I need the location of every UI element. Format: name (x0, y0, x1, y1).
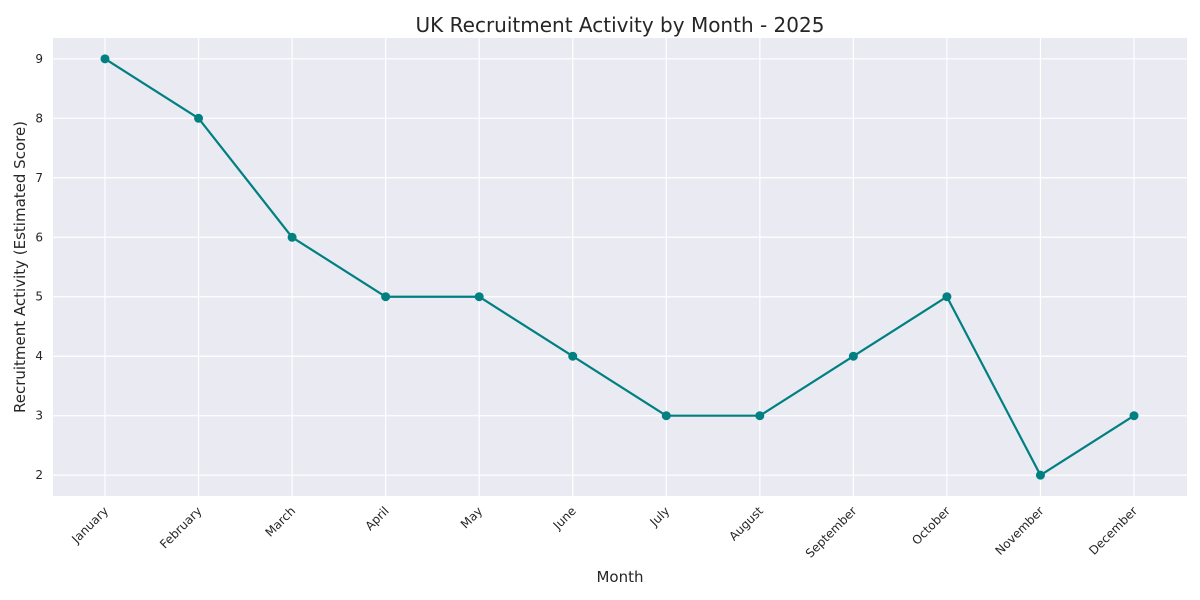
series-line (104, 57, 1135, 477)
y-tick-label: 6 (35, 230, 43, 244)
plot-area (53, 38, 1187, 496)
x-tick-label: May (458, 504, 485, 531)
y-tick-label: 4 (35, 349, 43, 363)
data-point (661, 411, 671, 421)
data-point (381, 292, 391, 302)
y-axis-label: Recruitment Activity (Estimated Score) (11, 121, 29, 413)
x-tick-label: December (1086, 504, 1140, 558)
data-point (474, 292, 484, 302)
y-tick-label: 8 (35, 111, 43, 125)
y-tick-label: 9 (35, 52, 43, 66)
x-tick-label: July (647, 504, 673, 530)
y-tick-label: 7 (35, 171, 43, 185)
data-point (194, 113, 204, 123)
x-tick-label: January (68, 504, 111, 547)
x-tick-label: June (550, 504, 579, 533)
x-axis-label: Month (596, 568, 643, 586)
x-tick-label: October (909, 504, 953, 548)
grid-lines (53, 38, 1187, 496)
x-tick-label: March (262, 504, 298, 540)
data-point (755, 411, 765, 421)
x-tick-label: February (157, 504, 205, 552)
data-point (287, 232, 297, 242)
y-tick-label: 3 (35, 409, 43, 423)
data-point (942, 292, 952, 302)
y-tick-label: 5 (35, 290, 43, 304)
y-tick-label: 2 (35, 468, 43, 482)
x-tick-label: April (362, 504, 391, 533)
chart-title: UK Recruitment Activity by Month - 2025 (416, 13, 825, 37)
data-point (1129, 411, 1139, 421)
data-point (1035, 470, 1045, 480)
series-group (100, 54, 1139, 480)
x-tick-label: September (803, 504, 860, 561)
data-point (568, 351, 578, 361)
data-point (100, 54, 110, 64)
data-point (848, 351, 858, 361)
y-tick-labels: 2 3 4 5 6 7 8 9 (35, 52, 43, 482)
x-tick-label: August (726, 504, 766, 544)
x-tick-label: November (993, 504, 1047, 558)
x-tick-labels: January February March April May June July Augu… (68, 504, 1140, 561)
